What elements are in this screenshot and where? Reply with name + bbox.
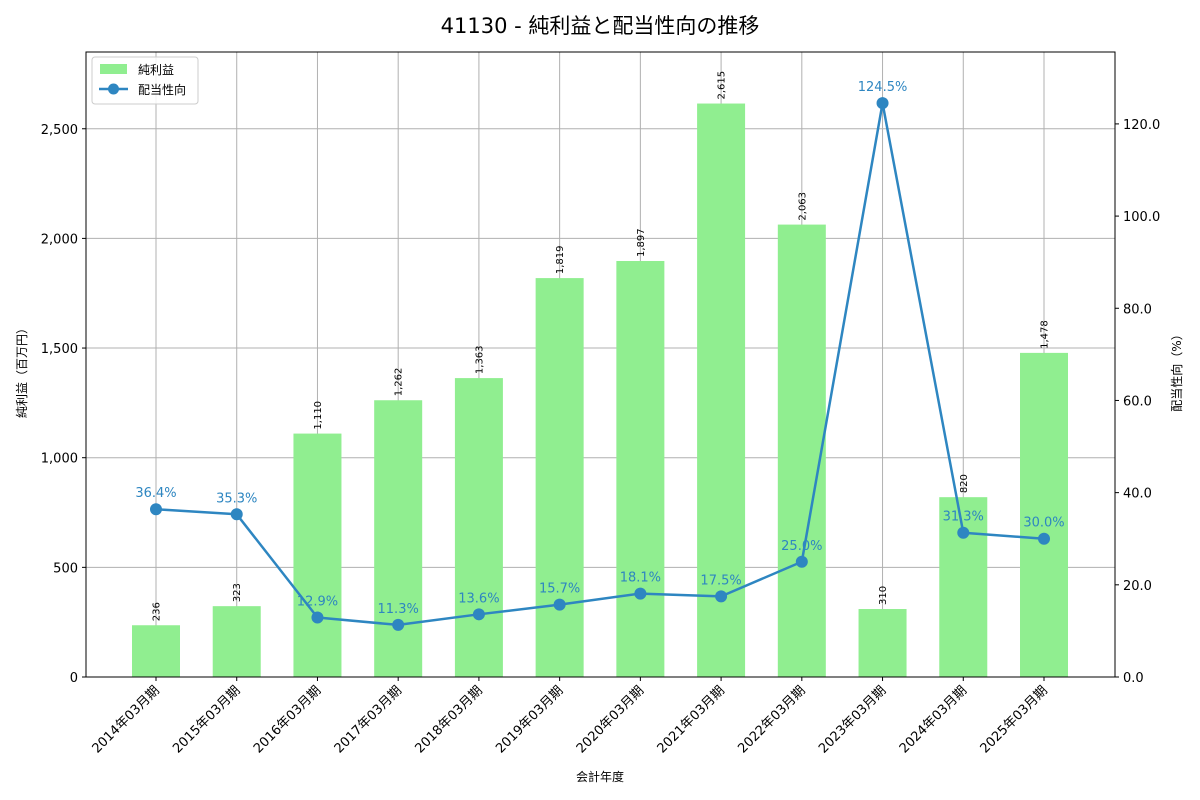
line-series-payout-ratio [150, 97, 1050, 631]
y-tick-label: 1,500 [41, 342, 78, 357]
bar [858, 609, 907, 677]
y2-tick-label: 40.0 [1123, 487, 1152, 502]
legend-label-net-income: 純利益 [138, 63, 174, 77]
data-point-marker-icon [715, 590, 728, 603]
x-tick-label: 2017年03月期 [332, 683, 405, 756]
y2-tick-label: 120.0 [1123, 118, 1160, 133]
data-point-marker-icon [553, 598, 566, 611]
payout-value-label: 25.0% [781, 539, 822, 554]
payout-line [155, 101, 1045, 627]
y-tick-label: 1,000 [41, 452, 78, 467]
x-axis-label: 会計年度 [576, 769, 624, 784]
x-tick-label: 2021年03月期 [655, 683, 728, 756]
data-point-marker-icon [392, 618, 405, 631]
bar [212, 606, 261, 677]
data-point-marker-icon [1038, 532, 1050, 545]
bar [535, 278, 584, 677]
y2-tick-label: 100.0 [1123, 210, 1160, 225]
bar-value-labels: 236 323 1,110 1,262 1,363 1,819 1,897 2,615 2,06… [152, 71, 1051, 621]
data-point-marker-icon [876, 97, 889, 110]
y2-tick-label: 0.0 [1123, 671, 1144, 686]
data-point-marker-icon [472, 608, 485, 621]
legend-marker-icon [108, 83, 119, 95]
bar [293, 433, 342, 677]
payout-value-label: 36.4% [135, 486, 176, 501]
payout-value-label: 31.3% [943, 510, 984, 525]
legend: 純利益 配当性向 [91, 56, 199, 105]
data-point-marker-icon [634, 587, 647, 600]
bar-value-label: 1,363 [474, 345, 485, 374]
payout-value-label: 11.3% [378, 602, 419, 617]
payout-value-label: 15.7% [539, 582, 580, 597]
bar-value-label: 323 [232, 583, 243, 602]
payout-value-label: 35.3% [216, 491, 257, 506]
bar-value-label: 310 [878, 586, 889, 605]
x-tick-label: 2018年03月期 [412, 683, 485, 756]
y2-tick-label: 60.0 [1123, 394, 1152, 409]
x-tick-label: 2016年03月期 [251, 683, 324, 756]
bar-value-label: 2,615 [717, 71, 728, 100]
legend-bar-swatch-icon [100, 64, 127, 74]
chart-title: 41130 - 純利益と配当性向の推移 [441, 14, 760, 38]
left-y-axis-label: 純利益（百万円） [15, 322, 29, 418]
bar [132, 625, 180, 677]
y-tick-label: 2,000 [41, 232, 78, 247]
x-tick-label: 2015年03月期 [170, 683, 243, 756]
x-tick-label: 2022年03月期 [735, 683, 808, 756]
bar [1020, 352, 1068, 677]
payout-value-label: 30.0% [1023, 516, 1064, 531]
bar [374, 400, 423, 677]
y-tick-label: 500 [53, 561, 78, 576]
y-tick-label: 0 [70, 671, 78, 686]
right-y-axis-label: 配当性向（%） [1169, 328, 1184, 411]
bar [777, 224, 826, 678]
bar [616, 260, 665, 677]
bar-value-label: 1,262 [394, 368, 405, 397]
plot-frame [85, 51, 1116, 678]
bar-value-label: 1,478 [1040, 320, 1051, 349]
y2-tick-label: 20.0 [1123, 579, 1152, 594]
y-tick-label: 2,500 [41, 123, 78, 138]
payout-value-label: 124.5% [858, 80, 908, 95]
bar-value-label: 820 [959, 474, 970, 493]
data-point-marker-icon [957, 526, 970, 539]
payout-value-label: 18.1% [620, 571, 661, 586]
x-tick-label: 2023年03月期 [816, 683, 889, 756]
bar-value-label: 1,110 [313, 401, 324, 430]
payout-value-label: 12.9% [297, 595, 338, 610]
payout-value-label: 13.6% [458, 591, 499, 606]
line-value-labels: 36.4% 35.3% 12.9% 11.3% 13.6% 15.7% 18.1% 17.5%… [135, 80, 1064, 617]
bar-value-label: 1,897 [636, 228, 647, 257]
right-y-axis: 0.0 20.0 40.0 60.0 80.0 100.0 120.0 [1115, 118, 1160, 686]
data-point-marker-icon [795, 555, 808, 568]
x-tick-label: 2020年03月期 [574, 683, 647, 756]
x-tick-label: 2014年03月期 [90, 683, 163, 756]
data-point-marker-icon [311, 611, 324, 624]
bar-value-label: 1,819 [555, 245, 566, 274]
bar-value-label: 2,063 [797, 192, 808, 221]
x-tick-label: 2025年03月期 [978, 683, 1051, 756]
x-axis: 2014年03月期 2015年03月期 2016年03月期 2017年03月期 2018… [90, 677, 1051, 757]
bar-series-net-income [132, 103, 1068, 678]
data-point-marker-icon [150, 503, 162, 516]
y2-tick-label: 80.0 [1123, 302, 1152, 317]
data-point-marker-icon [230, 508, 243, 521]
bar-value-label: 236 [152, 602, 163, 621]
legend-label-payout-ratio: 配当性向 [138, 82, 186, 97]
bar [454, 378, 503, 677]
x-tick-label: 2019年03月期 [493, 683, 566, 756]
bar [697, 103, 746, 677]
x-tick-label: 2024年03月期 [897, 683, 970, 756]
left-y-axis: 0 500 1,000 1,500 2,000 2,500 [41, 123, 86, 686]
payout-value-label: 17.5% [700, 573, 741, 588]
